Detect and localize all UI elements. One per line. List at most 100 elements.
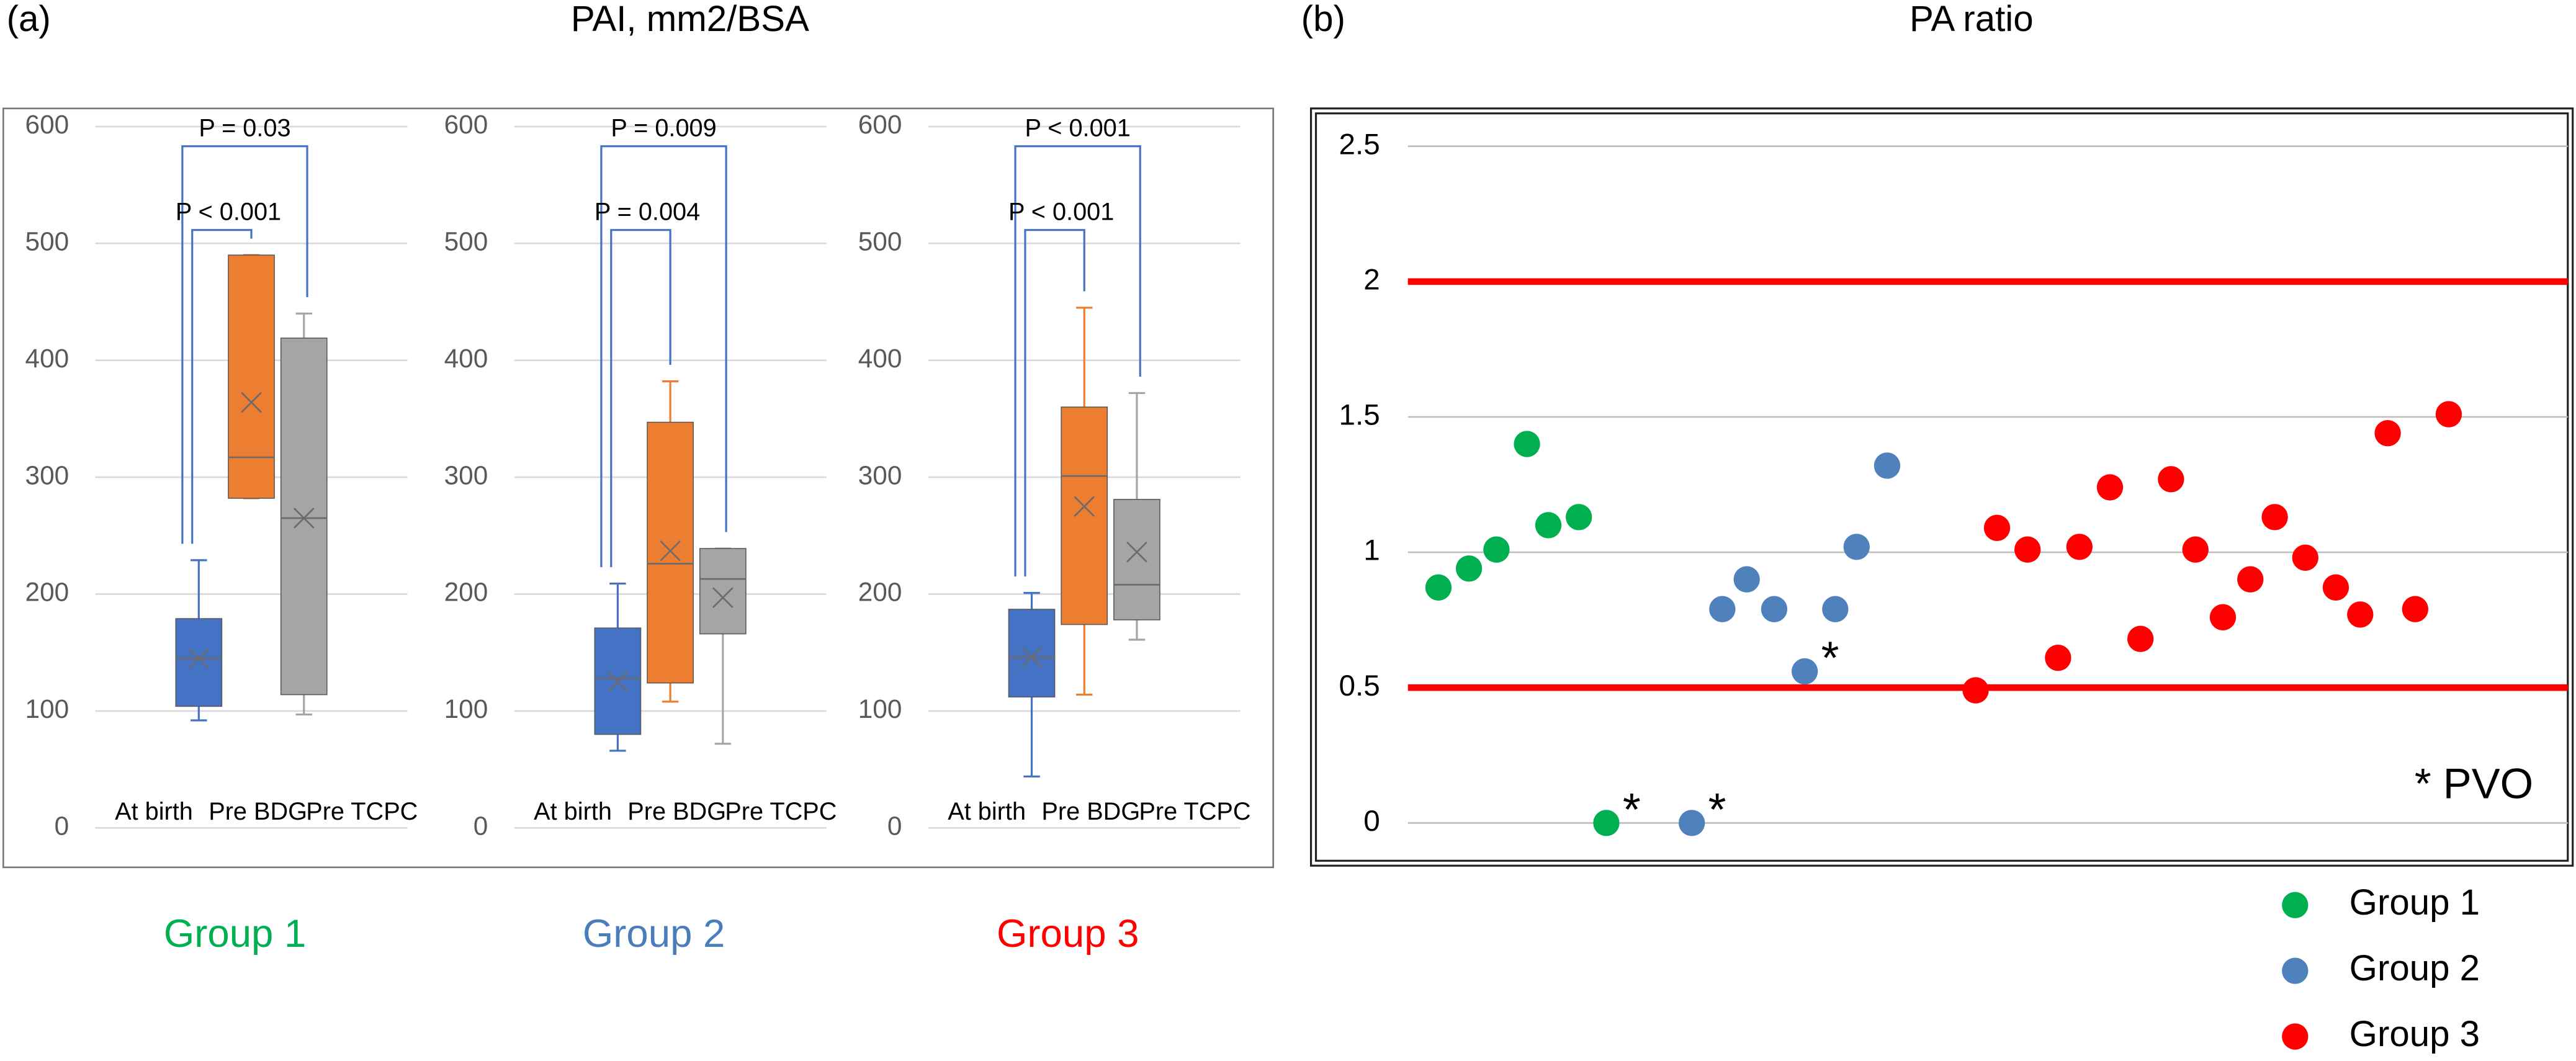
y-tick-label: 500 <box>25 226 70 256</box>
p-value-label: P = 0.03 <box>199 115 290 142</box>
point <box>2402 596 2429 622</box>
point <box>1874 452 1901 479</box>
point <box>2374 419 2401 447</box>
panel-title: PA ratio <box>1910 0 2034 39</box>
point <box>1425 574 1452 601</box>
pvo-marker: * <box>1708 784 1726 835</box>
y-tick-label: 1 <box>1363 534 1380 567</box>
y-tick-label: 0.5 <box>1339 669 1380 702</box>
point <box>2347 601 2374 628</box>
y-tick-label: 300 <box>858 460 902 490</box>
group-caption: Group 2 <box>583 911 725 956</box>
significance-bracket <box>191 229 253 544</box>
box <box>1061 406 1108 625</box>
mean-marker <box>607 671 629 692</box>
x-tick-label: Pre TCPC <box>725 798 837 825</box>
point <box>2066 534 2093 560</box>
point <box>2322 574 2349 601</box>
y-tick-label: 100 <box>858 694 902 723</box>
y-tick-label: 300 <box>444 460 488 490</box>
y-tick-label: 0 <box>55 812 70 841</box>
y-tick-label: 2 <box>1363 263 1380 296</box>
significance-bracket <box>610 229 671 568</box>
point <box>1566 504 1592 530</box>
pvo-marker: * <box>1623 784 1641 835</box>
p-value-label: P < 0.001 <box>1008 199 1114 226</box>
group-caption: Group 1 <box>164 911 307 956</box>
y-tick-label: 600 <box>444 110 488 139</box>
p-value-label: P < 0.001 <box>176 199 281 226</box>
box <box>228 254 275 499</box>
point <box>1678 810 1705 836</box>
box <box>175 618 223 707</box>
y-tick-label: 100 <box>25 694 70 723</box>
legend-marker <box>2282 957 2309 984</box>
legend-label: Group 2 <box>2349 948 2480 988</box>
mean-marker <box>241 392 262 413</box>
point <box>1483 536 1510 563</box>
x-tick-label: Pre BDG <box>1041 798 1140 825</box>
panel-label: (b) <box>1301 0 1345 39</box>
significance-bracket <box>1024 229 1085 577</box>
box <box>1008 609 1056 698</box>
point <box>1455 555 1483 582</box>
point <box>1791 658 1818 685</box>
panel-label: (a) <box>7 0 51 39</box>
y-tick-label: 200 <box>25 578 70 607</box>
legend-marker <box>2282 1023 2309 1050</box>
y-tick-label: 200 <box>858 578 902 607</box>
significance-bracket <box>1014 145 1141 577</box>
p-value-label: P = 0.004 <box>595 199 700 226</box>
y-tick-label: 0 <box>473 812 488 841</box>
point <box>2292 544 2318 571</box>
p-value-label: P < 0.001 <box>1025 115 1130 142</box>
y-tick-label: 600 <box>858 110 902 139</box>
box <box>699 548 747 635</box>
y-tick-label: 2.5 <box>1339 128 1380 161</box>
significance-bracket <box>600 145 727 568</box>
group-caption: Group 3 <box>997 911 1139 956</box>
x-tick-label: At birth <box>115 798 193 825</box>
mean-marker <box>293 508 315 529</box>
legend-marker <box>2282 892 2309 918</box>
box <box>647 421 694 684</box>
mean-marker <box>1126 541 1147 563</box>
point <box>2209 604 2237 630</box>
point <box>2014 536 2041 563</box>
significance-bracket <box>181 145 308 544</box>
point <box>2261 504 2288 530</box>
point <box>2158 466 2184 493</box>
y-tick-label: 0 <box>887 812 902 841</box>
pvo-marker: * <box>1821 632 1839 684</box>
p-value-label: P = 0.009 <box>611 115 716 142</box>
panel-frame <box>2 107 1274 869</box>
point <box>2096 474 2124 501</box>
point <box>2127 625 2154 652</box>
x-tick-label: At birth <box>534 798 612 825</box>
y-tick-label: 400 <box>858 344 902 373</box>
point <box>2045 645 2071 671</box>
x-tick-label: Pre BDG <box>627 798 726 825</box>
panel-frame <box>1314 112 2569 862</box>
y-tick-label: 200 <box>444 578 488 607</box>
point <box>1514 431 1540 457</box>
legend-label: Group 1 <box>2349 882 2480 923</box>
x-tick-label: Pre BDG <box>209 798 307 825</box>
point <box>1962 677 1989 704</box>
note: * PVO <box>2415 759 2533 807</box>
mean-marker <box>1074 496 1095 517</box>
box <box>1113 499 1160 620</box>
point <box>1733 566 1760 593</box>
point <box>2435 401 2462 428</box>
mean-marker <box>712 587 734 608</box>
mean-marker <box>188 648 210 669</box>
legend-label: Group 3 <box>2349 1014 2480 1054</box>
point <box>2237 566 2264 593</box>
x-tick-label: Pre TCPC <box>306 798 418 825</box>
panel-title: PAI, mm2/BSA <box>571 0 809 39</box>
x-tick-label: At birth <box>948 798 1026 825</box>
y-tick-label: 400 <box>25 344 70 373</box>
x-tick-label: Pre TCPC <box>1139 798 1250 825</box>
point <box>1761 596 1788 622</box>
